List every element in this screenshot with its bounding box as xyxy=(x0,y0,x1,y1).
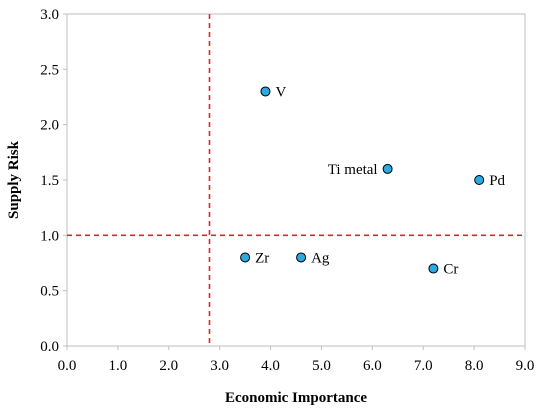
data-point xyxy=(382,163,393,174)
data-point xyxy=(428,263,439,274)
data-point xyxy=(474,175,485,185)
plot-area xyxy=(66,13,526,347)
data-point-label: Cr xyxy=(443,262,458,278)
data-point-label: Ag xyxy=(311,250,330,266)
threshold-lines xyxy=(67,14,525,346)
data-point xyxy=(260,86,271,97)
data-points: V Ti metal Pd Zr Ag Cr xyxy=(240,84,506,278)
x-tick-label: 4.0 xyxy=(261,358,280,374)
y-tick-label: 0.5 xyxy=(40,284,59,300)
x-axis-title: Economic Importance xyxy=(225,390,367,406)
x-tick-label: 9.0 xyxy=(516,358,535,374)
x-tick-label: 3.0 xyxy=(210,358,229,374)
y-tick-label: 0.0 xyxy=(40,339,59,355)
data-point-label: V xyxy=(275,84,286,100)
x-tick-label: 1.0 xyxy=(109,358,128,374)
y-axis-ticks: 0.0 0.5 1.0 1.5 2.0 2.5 3.0 xyxy=(40,7,67,355)
data-point-label: Zr xyxy=(255,250,269,266)
data-point-label: Pd xyxy=(489,173,505,189)
data-point xyxy=(296,252,307,263)
data-point-label: Ti metal xyxy=(328,162,378,178)
x-tick-label: 5.0 xyxy=(312,358,331,374)
y-tick-label: 2.5 xyxy=(40,62,59,78)
x-tick-label: 7.0 xyxy=(414,358,433,374)
y-tick-label: 1.0 xyxy=(40,228,59,244)
data-point xyxy=(240,252,251,263)
y-tick-label: 3.0 xyxy=(40,7,59,23)
plot-border xyxy=(66,13,526,347)
y-axis-title: Supply Risk xyxy=(6,140,22,219)
x-tick-label: 0.0 xyxy=(58,358,77,374)
y-tick-label: 1.5 xyxy=(40,173,59,189)
y-tick-label: 2.0 xyxy=(40,118,59,134)
x-tick-label: 6.0 xyxy=(363,358,382,374)
x-tick-label: 8.0 xyxy=(465,358,484,374)
x-axis-ticks: 0.0 1.0 2.0 3.0 4.0 5.0 6.0 7.0 8.0 9.0 xyxy=(58,346,535,374)
x-tick-label: 2.0 xyxy=(159,358,178,374)
